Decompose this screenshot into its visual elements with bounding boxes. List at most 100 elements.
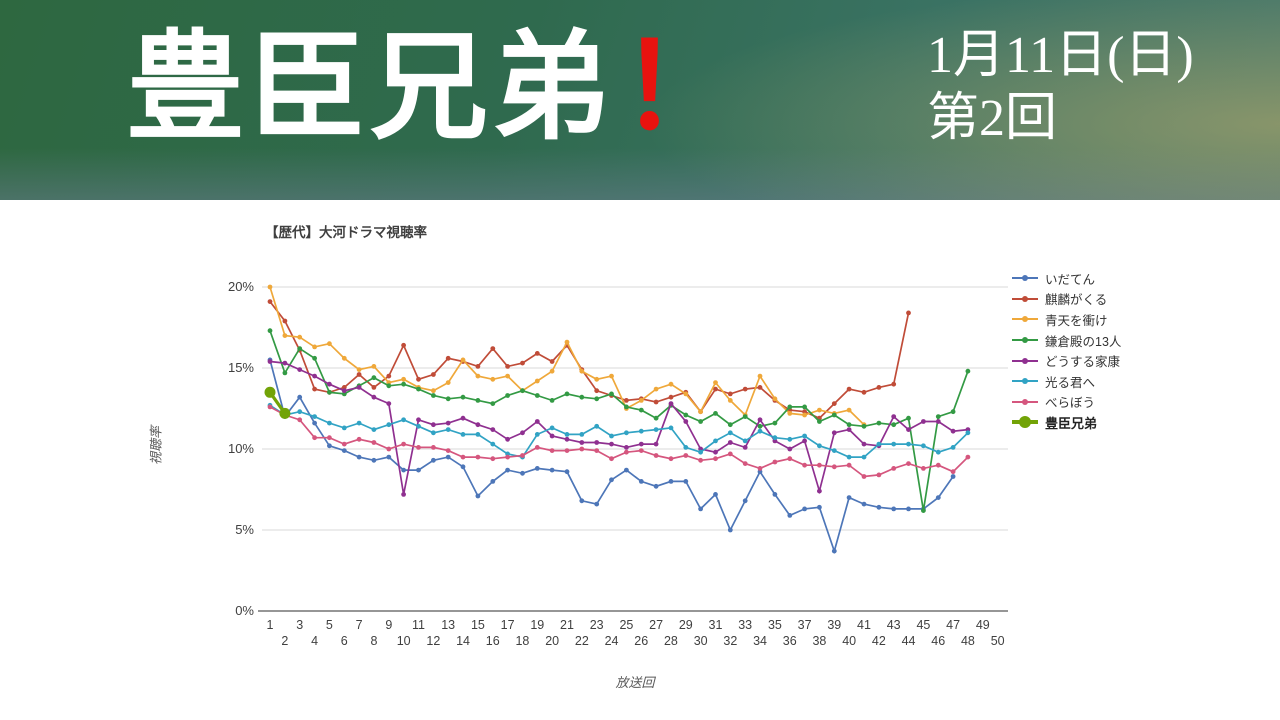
x-tick-label: 28 [663,634,678,648]
data-point [297,346,303,351]
data-point [282,318,288,324]
data-point [327,435,332,441]
drama-title-row: 豊臣兄弟！ [126,14,738,164]
data-point [861,441,867,447]
data-point [297,334,303,340]
x-tick-label: 45 [916,618,931,632]
data-point [876,385,882,390]
data-point [386,401,392,406]
data-point [505,436,510,442]
x-tick-label: 26 [634,634,649,648]
data-point [312,344,317,350]
data-point [772,396,778,402]
data-point [401,441,406,447]
x-tick-label: 49 [975,618,990,632]
data-point [297,367,303,372]
data-point [341,425,347,431]
x-tick-label: 19 [530,618,545,632]
data-point [638,428,644,434]
legend-label: 鎌倉殿の13人 [1045,334,1122,349]
legend-item-べらぼう: べらぼう [1012,392,1121,413]
data-point [356,454,362,460]
data-point [876,441,882,447]
data-point [445,355,451,361]
data-point [950,445,956,450]
data-point [891,414,897,419]
data-point [653,483,659,489]
x-tick-label: 29 [678,618,693,632]
data-point [713,380,718,385]
data-point [445,396,451,402]
data-point [965,430,971,436]
data-point [386,454,392,460]
data-point [520,453,525,458]
x-tick-label: 7 [355,618,363,632]
data-point [579,368,585,374]
data-point [906,441,911,447]
x-tick-label: 33 [738,618,753,632]
data-point [861,501,867,507]
legend-item-どうする家康: どうする家康 [1012,350,1121,371]
data-point [445,380,451,385]
data-point [520,360,525,366]
data-point [490,401,496,406]
data-point [356,367,362,372]
data-point [727,430,733,436]
legend-marker [1012,334,1038,346]
data-point [431,388,436,394]
data-point [624,467,629,473]
data-point [460,394,466,400]
data-point [564,432,570,437]
data-point [787,411,793,416]
data-point [668,479,674,484]
data-point [609,441,614,447]
data-point [579,394,585,400]
data-point [490,427,496,432]
data-point [935,462,941,468]
exclamation-mark: ！ [620,23,739,154]
data-point [445,454,451,460]
x-tick-label: 48 [960,634,975,648]
data-point [609,391,614,397]
data-point [861,454,867,460]
data-point [757,385,763,390]
legend-item-青天を衝け: 青天を衝け [1012,309,1121,330]
data-point [624,430,629,436]
data-point [564,391,570,397]
data-point [520,470,525,476]
data-point [876,420,882,426]
data-point [802,404,807,410]
data-point [282,370,288,376]
data-point [327,443,332,449]
data-point [520,430,525,436]
data-point [698,419,703,424]
data-point [713,449,718,455]
data-point [264,386,276,398]
data-point [312,420,317,426]
data-point [950,409,956,415]
data-point [460,415,466,421]
data-point [742,445,748,450]
data-point [846,495,852,500]
y-tick-label: 0% [235,603,254,618]
data-point [921,419,926,424]
x-tick-label: 4 [311,634,319,648]
data-point [297,394,303,400]
x-tick-label: 42 [871,634,886,648]
data-point [817,419,822,424]
x-axis-label: 放送回 [615,675,655,690]
x-tick-label: 39 [827,618,842,632]
data-point [802,462,807,468]
data-point [787,404,793,410]
legend-label: 麒麟がくる [1045,293,1108,308]
title-banner: 豊臣兄弟！ 1月11日(日) 第2回 [0,0,1280,200]
series-line-麒麟がくる [269,301,910,420]
data-point [861,474,867,479]
data-point [534,419,540,424]
data-point [831,430,837,436]
data-point [638,441,644,447]
data-point [653,399,659,405]
data-point [549,448,555,453]
legend-label: どうする家康 [1045,355,1121,370]
ratings-line-chart [258,284,1008,612]
